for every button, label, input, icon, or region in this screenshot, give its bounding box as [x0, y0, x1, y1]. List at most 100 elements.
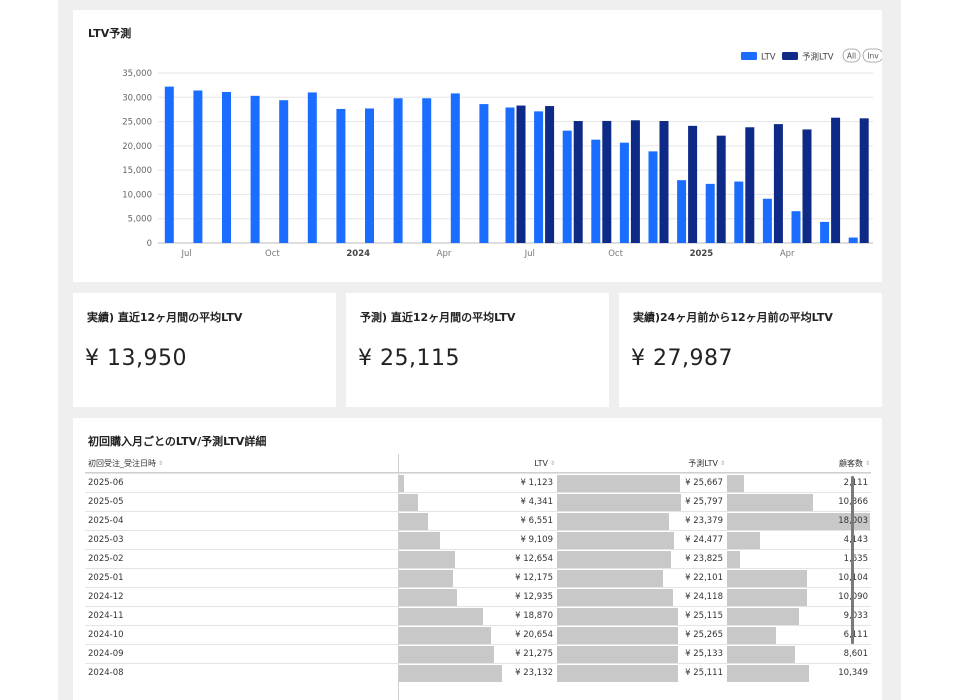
x-tick-label: 2025 — [690, 249, 714, 259]
legend-invert-button[interactable] — [862, 48, 882, 63]
ltv-databar — [399, 570, 454, 587]
legend-all-button[interactable] — [842, 48, 861, 63]
ltv-cell: ¥ 9,109 — [520, 535, 553, 545]
customers-databar — [727, 532, 760, 549]
forecast-ltv-databar — [557, 475, 681, 492]
customers-cell: 1,635 — [843, 554, 868, 564]
table-row[interactable]: 2024-08 ¥ 23,132 ¥ 25,111 10,349 — [85, 663, 871, 683]
customers-databar — [727, 665, 810, 682]
forecast-ltv-databar — [557, 589, 673, 606]
ltv-bar — [848, 237, 858, 243]
table-row[interactable]: 2024-12 ¥ 12,935 ¥ 24,118 10,090 — [85, 587, 871, 607]
forecast-ltv-cell: ¥ 24,118 — [685, 592, 723, 602]
forecast-ltv-bar — [773, 124, 783, 243]
legend-all-button-label: All — [847, 52, 856, 61]
sort-icon[interactable]: ⇕ — [158, 460, 164, 467]
ltv-bar — [193, 90, 203, 243]
column-header-customers[interactable]: 顧客数 ⇕ — [727, 456, 870, 472]
ltv-bar — [820, 221, 830, 243]
forecast-ltv-databar — [557, 608, 678, 625]
ltv-databar — [399, 532, 440, 549]
date-cell: 2024-08 — [88, 668, 124, 678]
forecast-ltv-cell: ¥ 25,265 — [685, 630, 723, 640]
ltv-databar — [399, 646, 494, 663]
date-cell: 2024-11 — [88, 611, 124, 621]
ltv-databar — [399, 494, 419, 511]
ltv-bar — [734, 181, 744, 243]
date-cell: 2024-12 — [88, 592, 124, 602]
forecast-ltv-bar — [745, 127, 755, 243]
ltv-databar — [399, 475, 404, 492]
forecast-ltv-cell: ¥ 24,477 — [685, 535, 723, 545]
ltv-bar — [479, 104, 489, 243]
y-tick-label: 35,000 — [122, 69, 152, 79]
column-header-date[interactable]: 初回受注_受注日時 ⇕ — [88, 456, 163, 472]
forecast-ltv-cell: ¥ 22,101 — [685, 573, 723, 583]
sort-icon[interactable]: ⇕ — [864, 460, 870, 467]
ltv-databar — [399, 551, 456, 568]
customers-cell: 8,601 — [843, 649, 868, 659]
customers-cell: 18,003 — [727, 512, 868, 531]
dashboard-page: LTV予測 0 5,000 10,000 15,000 20,000 25,000 30,0… — [58, 0, 901, 700]
forecast-ltv-databar — [557, 513, 670, 530]
customers-cell: 9,033 — [843, 611, 868, 621]
y-tick-label: 0 — [147, 239, 152, 249]
ltv-bar — [250, 95, 260, 243]
ltv-bar — [705, 183, 715, 243]
ltv-bar — [422, 98, 432, 243]
kpi-value: ¥ 13,950 — [85, 346, 187, 371]
kpi-card-actual-12m: 実績) 直近12ヶ月間の平均LTV ¥ 13,950 — [73, 293, 336, 407]
table-row[interactable]: 2025-06 ¥ 1,123 ¥ 25,667 2,111 — [85, 473, 871, 493]
ltv-bar — [505, 107, 515, 243]
sort-icon[interactable]: ⇕ — [719, 460, 725, 467]
y-tick-label: 15,000 — [122, 166, 152, 176]
customers-databar — [727, 513, 870, 530]
forecast-ltv-bar — [659, 121, 669, 243]
table-row[interactable]: 2024-09 ¥ 21,275 ¥ 25,133 8,601 — [85, 644, 871, 664]
table-row[interactable]: 2025-01 ¥ 12,175 ¥ 22,101 10,104 — [85, 568, 871, 588]
ltv-cell: ¥ 21,275 — [515, 649, 553, 659]
customers-cell: 10,349 — [838, 668, 868, 678]
forecast-ltv-cell: ¥ 25,111 — [685, 668, 723, 678]
ltv-bar — [307, 92, 317, 243]
x-tick-label: Apr — [780, 249, 795, 259]
x-tick-label: Oct — [265, 249, 280, 259]
ltv-databar — [399, 513, 429, 530]
customers-databar — [727, 627, 776, 644]
column-header-label: 顧客数 — [838, 459, 863, 468]
table-row[interactable]: 2024-11 ¥ 18,870 ¥ 25,115 9,033 — [85, 606, 871, 626]
table-row[interactable]: 2025-04 ¥ 6,551 ¥ 23,379 18,003 — [85, 511, 871, 531]
table-row[interactable]: 2025-05 ¥ 4,341 ¥ 25,797 10,866 — [85, 492, 871, 512]
legend-label: LTV — [761, 53, 776, 63]
ltv-detail-table-card: 初回購入月ごとのLTV/予測LTV詳細 初回受注_受注日時 ⇕ LTV ⇕ 予測LT… — [73, 418, 882, 700]
customers-databar — [727, 608, 799, 625]
customers-cell: 10,090 — [727, 588, 868, 607]
sort-icon[interactable]: ⇕ — [549, 460, 555, 467]
legend-label: 予測LTV — [802, 52, 834, 63]
customers-databar — [727, 494, 814, 511]
ltv-bar — [393, 98, 403, 243]
column-header-forecast-ltv[interactable]: 予測LTV ⇕ — [557, 456, 725, 472]
customers-cell: 2,111 — [843, 478, 868, 488]
ltv-cell: ¥ 1,123 — [520, 478, 553, 488]
table-scrollbar[interactable] — [851, 476, 854, 644]
table-row[interactable]: 2024-10 ¥ 20,654 ¥ 25,265 6,111 — [85, 625, 871, 645]
y-tick-label: 25,000 — [122, 118, 152, 128]
table-row[interactable]: 2025-03 ¥ 9,109 ¥ 24,477 4,143 — [85, 530, 871, 550]
customers-cell: 10,866 — [727, 493, 868, 512]
forecast-ltv-databar — [557, 646, 678, 663]
date-cell: 2025-04 — [88, 516, 124, 526]
y-tick-label: 10,000 — [122, 190, 152, 200]
customers-databar — [727, 475, 744, 492]
ltv-bar — [336, 108, 346, 243]
ltv-cell: ¥ 12,175 — [515, 573, 553, 583]
ltv-databar — [399, 665, 503, 682]
y-tick-label: 20,000 — [122, 142, 152, 152]
column-header-ltv[interactable]: LTV ⇕ — [399, 456, 555, 472]
legend-swatch — [741, 52, 757, 60]
ltv-bar — [591, 139, 601, 243]
table-row[interactable]: 2025-02 ¥ 12,654 ¥ 23,825 1,635 — [85, 549, 871, 569]
forecast-ltv-databar — [557, 627, 679, 644]
chart-title: LTV予測 — [88, 27, 132, 40]
kpi-title: 実績) 直近12ヶ月間の平均LTV — [87, 311, 243, 324]
